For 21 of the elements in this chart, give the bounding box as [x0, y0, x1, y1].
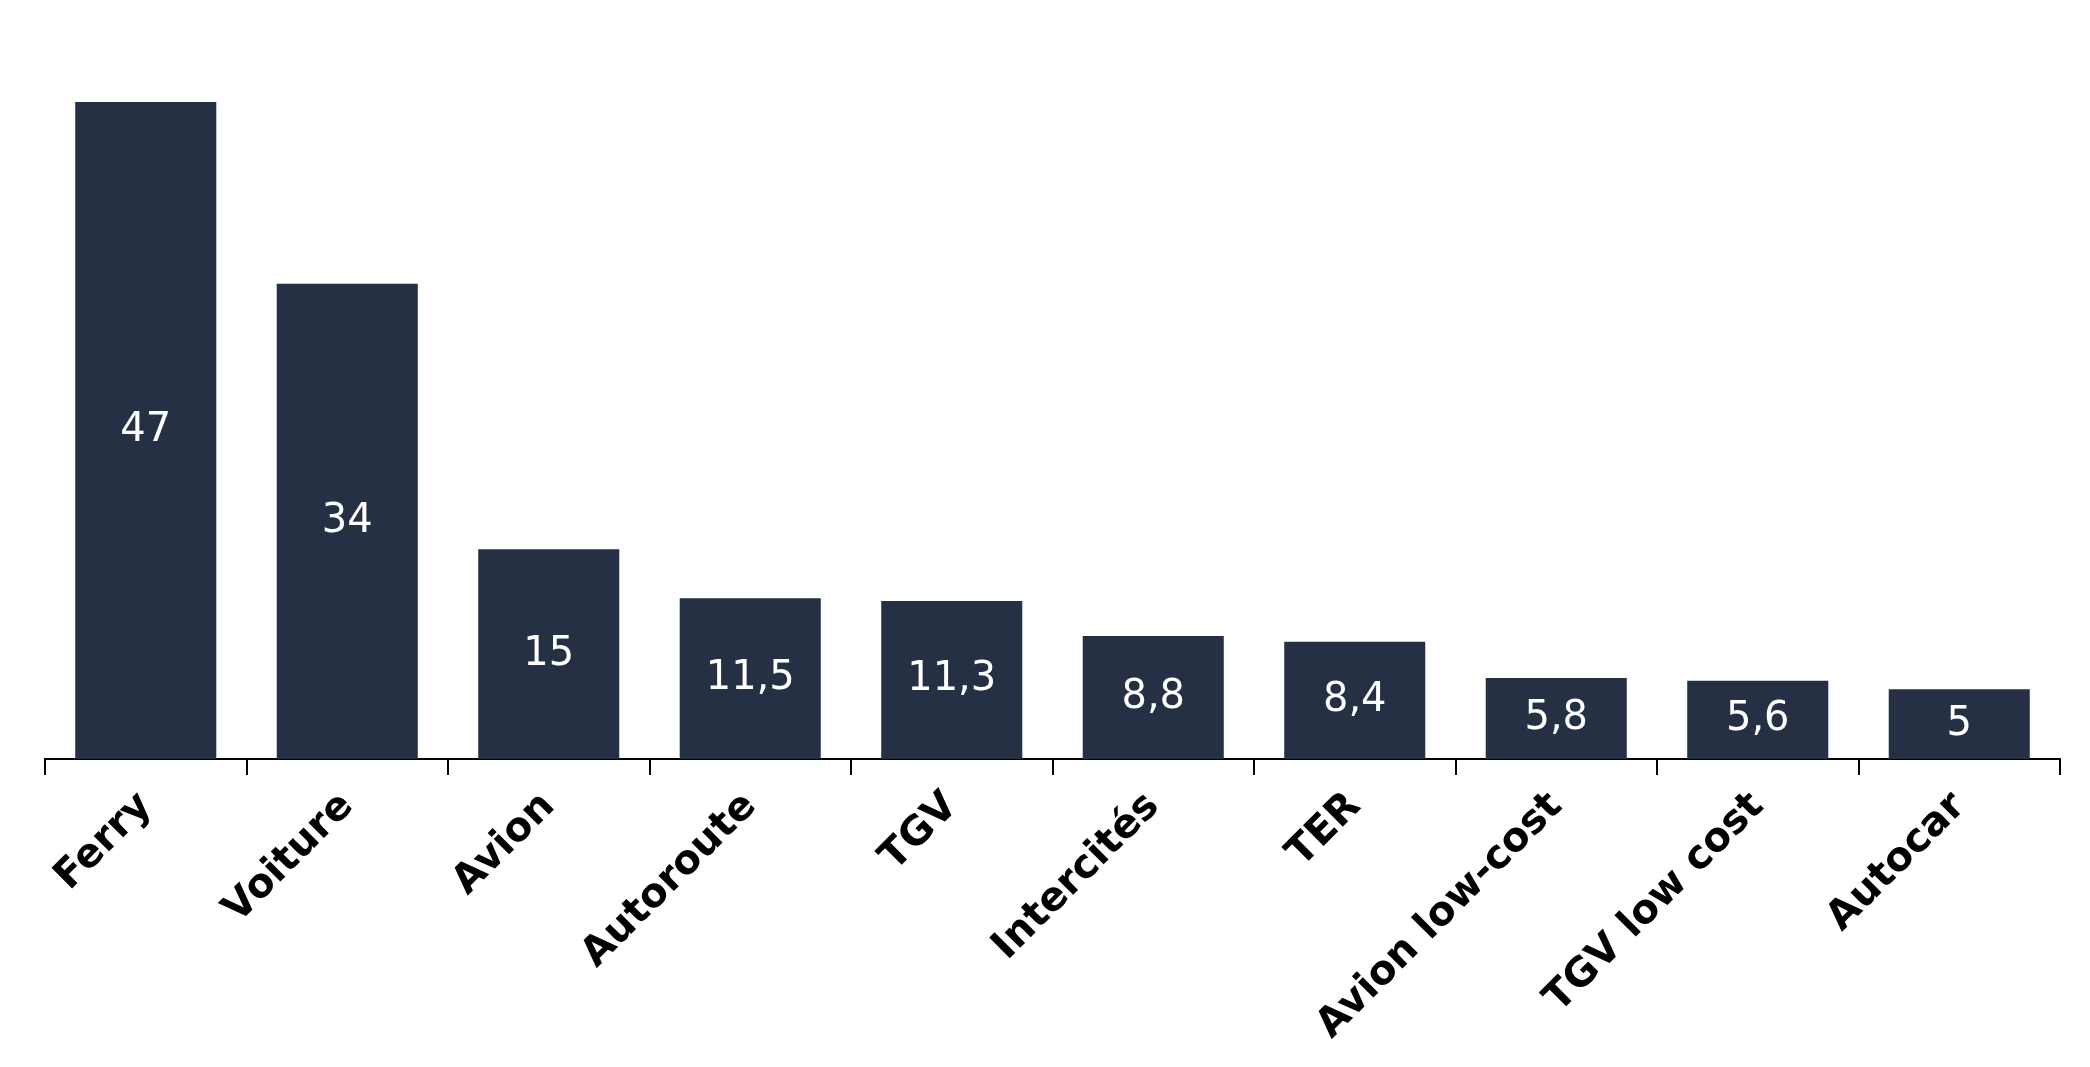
- bar: [1082, 636, 1224, 760]
- data-label: 11,3: [907, 653, 997, 700]
- bar: [1284, 641, 1426, 760]
- bar: [1687, 680, 1829, 760]
- data-label: 15: [523, 627, 575, 674]
- x-tick-label: TER: [1275, 781, 1369, 875]
- bar: [1888, 689, 2030, 760]
- data-label: 8,4: [1322, 673, 1387, 720]
- data-label: 8,8: [1121, 670, 1186, 717]
- bar: [75, 101, 217, 760]
- bar: [1485, 677, 1627, 760]
- data-label: 5,6: [1725, 693, 1790, 740]
- bar: [679, 598, 821, 760]
- bar: [881, 601, 1023, 760]
- data-label: 5,8: [1524, 691, 1589, 738]
- bar: [478, 549, 620, 760]
- data-label: 11,5: [705, 652, 795, 699]
- bar: [276, 283, 418, 760]
- data-label: 5: [1946, 697, 1972, 744]
- data-label: 47: [120, 403, 172, 450]
- data-label: 34: [321, 494, 373, 541]
